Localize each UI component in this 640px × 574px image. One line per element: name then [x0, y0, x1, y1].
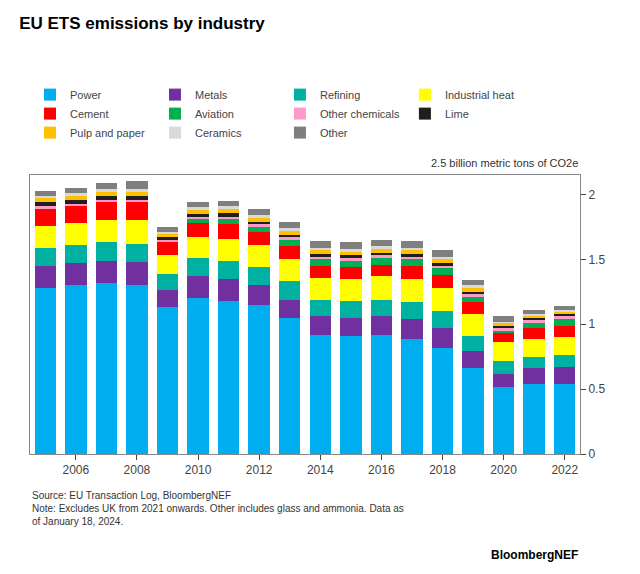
svg-text:EU ETS emissions by industry: EU ETS emissions by industry: [19, 14, 265, 33]
svg-text:Cement: Cement: [70, 108, 109, 120]
svg-text:Pulp and paper: Pulp and paper: [70, 127, 145, 139]
svg-text:2012: 2012: [246, 463, 273, 477]
svg-text:Power: Power: [70, 89, 102, 101]
svg-text:1.5: 1.5: [588, 253, 605, 267]
svg-text:BloombergNEF: BloombergNEF: [491, 548, 578, 562]
svg-text:2022: 2022: [551, 463, 578, 477]
svg-text:Lime: Lime: [445, 108, 469, 120]
svg-text:2018: 2018: [429, 463, 456, 477]
svg-text:Source: EU Transaction Log, Bl: Source: EU Transaction Log, BloombergNEF…: [32, 490, 404, 527]
svg-text:Other: Other: [320, 127, 348, 139]
svg-text:2.5 billion metric tons of CO2: 2.5 billion metric tons of CO2e: [431, 157, 578, 169]
svg-text:2: 2: [588, 188, 595, 202]
svg-text:Industrial heat: Industrial heat: [445, 89, 514, 101]
svg-text:0.5: 0.5: [588, 382, 605, 396]
svg-text:1: 1: [588, 317, 595, 331]
svg-text:2016: 2016: [368, 463, 395, 477]
svg-text:Refining: Refining: [320, 89, 360, 101]
svg-text:Aviation: Aviation: [195, 108, 234, 120]
svg-text:Ceramics: Ceramics: [195, 127, 242, 139]
svg-text:0: 0: [588, 447, 595, 461]
svg-text:2006: 2006: [62, 463, 89, 477]
svg-text:Other chemicals: Other chemicals: [320, 108, 400, 120]
svg-text:Metals: Metals: [195, 89, 228, 101]
svg-text:2008: 2008: [124, 463, 151, 477]
svg-text:2014: 2014: [307, 463, 334, 477]
svg-text:2010: 2010: [185, 463, 212, 477]
svg-text:2020: 2020: [490, 463, 517, 477]
